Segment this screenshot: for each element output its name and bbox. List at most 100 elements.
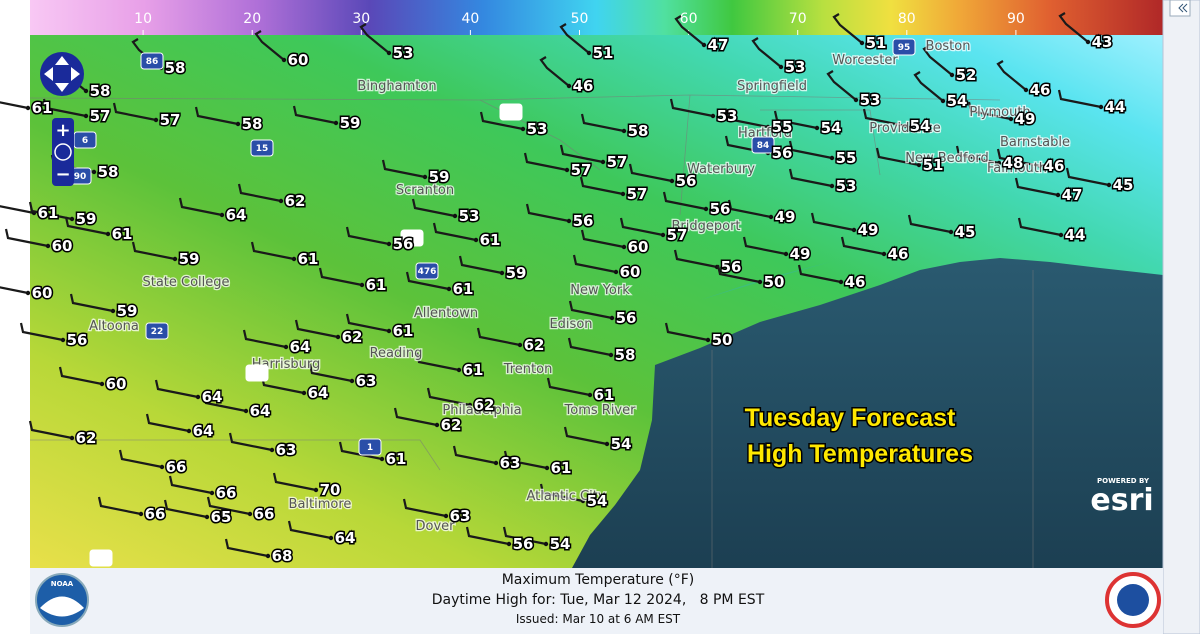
wind-barb: [411, 198, 456, 218]
station-dot: [493, 460, 499, 466]
station-dot: [903, 123, 909, 129]
station-dot: [949, 72, 955, 78]
collapse-icon: [1178, 3, 1188, 13]
wind-barb: [523, 152, 568, 172]
wind-barb: [287, 520, 332, 540]
wind-barb: [4, 228, 49, 248]
station-dot: [783, 251, 789, 257]
route-number: 17: [505, 108, 518, 118]
station-dot: [219, 212, 225, 218]
wind-barb: [563, 426, 608, 446]
station-dot: [543, 541, 549, 547]
wind-barb: [572, 254, 617, 274]
station-dot: [940, 98, 946, 104]
color-bar-label: 60: [680, 11, 698, 27]
station-dot: [564, 167, 570, 173]
station-dot: [335, 334, 341, 340]
wind-barb: [967, 101, 1012, 121]
temperature-label: 56: [393, 235, 414, 253]
station-dot: [838, 279, 844, 285]
wind-barb: [579, 176, 624, 196]
wind-barb: [559, 23, 590, 54]
temperature-label: 54: [611, 435, 632, 453]
wind-barb: [118, 449, 163, 469]
wind-barb: [163, 499, 208, 519]
footer: [30, 568, 1163, 634]
temperature-label: 59: [117, 302, 138, 320]
station-dot: [1085, 39, 1091, 45]
station-dot: [422, 174, 428, 180]
route-shield: [892, 38, 916, 56]
route-shield: [245, 364, 269, 382]
temperature-label: 54: [550, 535, 571, 553]
zoom-in[interactable]: +: [55, 120, 70, 141]
temperature-label: 58: [165, 59, 186, 77]
wind-barb: [840, 236, 885, 256]
temperature-label: 53: [836, 177, 857, 195]
temperature-label: 61: [32, 99, 53, 117]
wind-barb: [773, 110, 818, 130]
station-dot: [265, 553, 271, 559]
wind-barb: [875, 147, 920, 167]
temperature-label: 46: [888, 245, 909, 263]
map-controls: + −: [40, 52, 84, 186]
station-dot: [243, 408, 249, 414]
temperature-label: 64: [308, 384, 329, 402]
station-dot: [1098, 104, 1104, 110]
temperature-label: 53: [459, 207, 480, 225]
city-label: Binghamton: [357, 79, 436, 94]
city-label: Boston: [926, 39, 971, 54]
temperature-label: 61: [298, 250, 319, 268]
city-label: Scranton: [396, 183, 454, 198]
wind-barb: [502, 526, 547, 546]
city-label: Springfield: [737, 79, 807, 94]
station-dot: [69, 435, 75, 441]
station-dot: [586, 50, 592, 56]
temperature-label: 56: [67, 331, 88, 349]
wind-barb: [662, 191, 707, 211]
temperature-label: 56: [513, 535, 534, 553]
temperature-label: 44: [1065, 226, 1086, 244]
station-dot: [703, 206, 709, 212]
station-dot: [621, 128, 627, 134]
temperature-label: 49: [1015, 110, 1036, 128]
city-label: Barnstable: [1000, 135, 1070, 150]
temperature-label: 63: [276, 441, 297, 459]
station-dot: [520, 126, 526, 132]
wind-barb: [1065, 167, 1110, 187]
route-number: 81: [95, 554, 108, 564]
route-number: 476: [418, 267, 437, 277]
temperature-label: 47: [1062, 186, 1083, 204]
globe[interactable]: [54, 143, 72, 161]
wind-barb: [206, 496, 251, 516]
temperature-label: 58: [98, 163, 119, 181]
city-label: Baltimore: [289, 497, 352, 512]
wind-barb: [525, 203, 570, 223]
zoom-out[interactable]: −: [55, 164, 70, 185]
station-dot: [99, 381, 105, 387]
wind-barb: [0, 205, 35, 215]
wind-barb: [224, 538, 269, 558]
footer-title: Maximum Temperature (°F): [502, 572, 695, 588]
wind-barb: [415, 352, 460, 372]
cities: Binghamton Springfield Worcester Boston Scra…: [88, 38, 1071, 536]
noaa-bird: [40, 596, 84, 617]
temperature-label: 54: [947, 92, 968, 110]
wind-barb: [154, 379, 199, 399]
wind-barb: [922, 45, 953, 76]
temperature-label: 56: [710, 200, 731, 218]
temperature-label: 64: [202, 388, 223, 406]
station-dot: [281, 57, 287, 63]
wind-barb: [619, 217, 664, 237]
wind-barb: [202, 393, 247, 413]
temperature-label: 44: [1105, 98, 1126, 116]
station-dot: [247, 511, 253, 517]
city-label: Edison: [549, 317, 592, 332]
station-dot: [566, 83, 572, 89]
pan-control[interactable]: [40, 52, 84, 96]
temperature-label: 70: [320, 481, 341, 499]
collapse-button[interactable]: [1169, 0, 1191, 17]
temperature-label: 50: [712, 331, 733, 349]
station-dot: [456, 367, 462, 373]
